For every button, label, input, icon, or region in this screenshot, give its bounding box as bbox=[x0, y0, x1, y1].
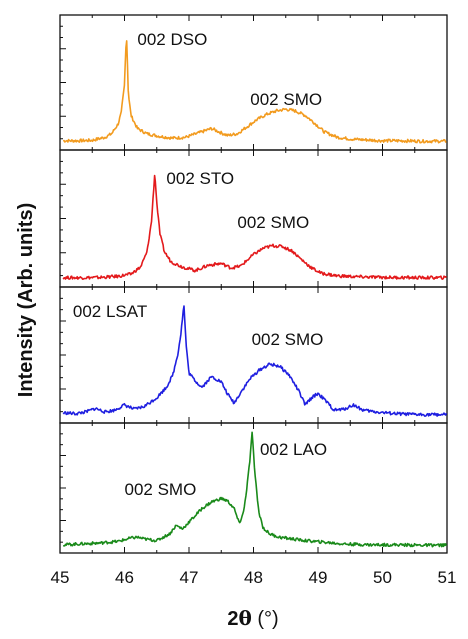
annotation-lao-0: 002 LAO bbox=[260, 440, 327, 459]
series-line-dso bbox=[63, 40, 447, 144]
x-axis-label-main: 2 bbox=[227, 608, 238, 630]
x-tick-label: 50 bbox=[373, 568, 392, 587]
panel-dso: 002 DSO 002 SMO bbox=[59, 14, 448, 151]
x-tick-label: 51 bbox=[438, 568, 457, 587]
series-line-lao bbox=[62, 431, 448, 548]
annotation-sto-0: 002 STO bbox=[166, 169, 234, 188]
x-tick-label: 45 bbox=[51, 568, 70, 587]
x-axis-label-symbol: θ bbox=[238, 606, 251, 630]
x-axis-label-unit: (°) bbox=[252, 608, 279, 630]
x-tick-label: 48 bbox=[244, 568, 263, 587]
panel-sto: 002 STO 002 SMO bbox=[59, 149, 448, 288]
series-line-lsat bbox=[62, 305, 448, 417]
panel-frame-dso bbox=[59, 14, 448, 151]
annotation-dso-1: 002 SMO bbox=[250, 90, 322, 109]
annotation-lsat-0: 002 LSAT bbox=[73, 302, 147, 321]
x-tick-label: 49 bbox=[309, 568, 328, 587]
annotation-sto-1: 002 SMO bbox=[237, 213, 309, 232]
x-tick-labels: 45 46 47 48 49 50 51 bbox=[51, 568, 457, 587]
annotation-dso-0: 002 DSO bbox=[137, 30, 207, 49]
x-axis-label: 2θ (°) bbox=[227, 606, 278, 630]
annotation-lao-1: 002 SMO bbox=[125, 480, 197, 499]
series-line-sto bbox=[62, 174, 447, 280]
panel-lao: 002 LAO 002 SMO bbox=[59, 422, 448, 554]
x-tick-label: 46 bbox=[115, 568, 134, 587]
x-tick-label: 47 bbox=[180, 568, 199, 587]
y-axis-label: Intensity (Arb. units) bbox=[15, 203, 37, 397]
annotation-lsat-1: 002 SMO bbox=[252, 330, 324, 349]
panel-lsat: 002 LSAT 002 SMO bbox=[59, 286, 448, 424]
